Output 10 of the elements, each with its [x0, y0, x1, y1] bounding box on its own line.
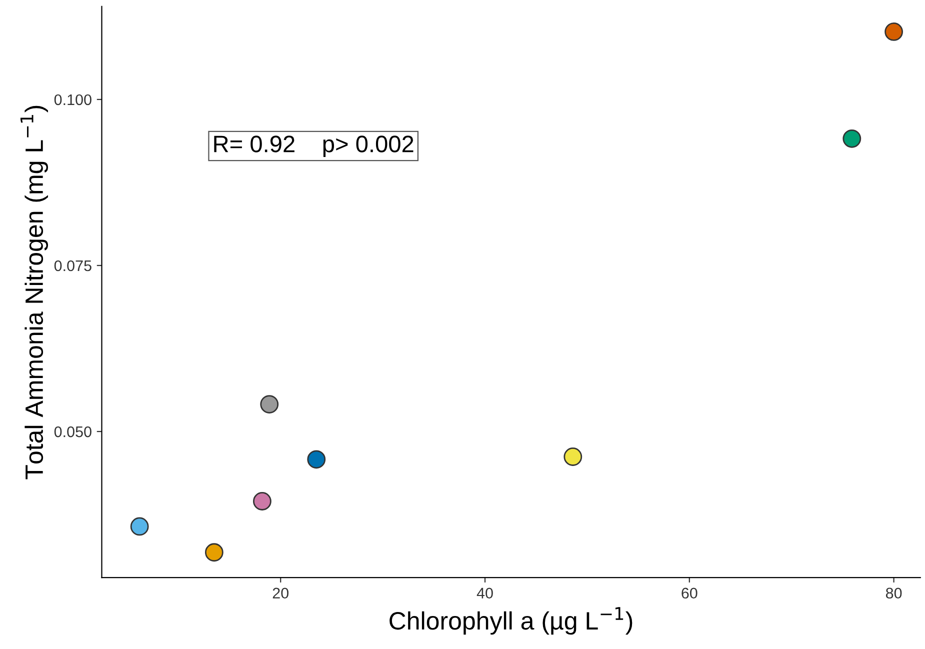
y-tick-label: 0.050: [54, 426, 92, 438]
y-tick-label: 0.075: [54, 260, 92, 272]
x-tick-label: 40: [476, 588, 493, 599]
x-tick-label: 60: [682, 588, 698, 599]
annotation: R= 0.92 p> 0.002: [214, 136, 414, 158]
y-tick-label: 0.100: [54, 94, 92, 106]
y-axis-title: Total Ammonia Nitrogen (mg L$^{−1}$): [20, 106, 48, 480]
x-axis-title: Chlorophyll a (µg L$^{−1}$): [390, 607, 632, 635]
x-tick-label: 80: [886, 588, 902, 599]
x-tick-label: 20: [272, 588, 288, 599]
